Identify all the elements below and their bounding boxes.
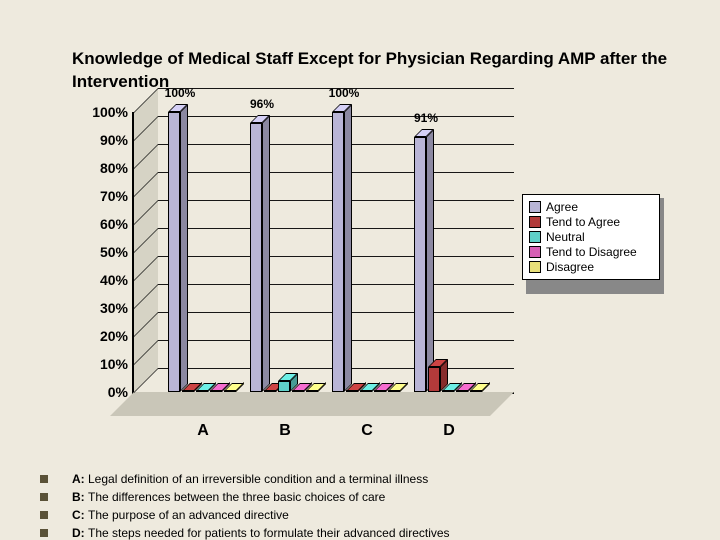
legend-swatch xyxy=(529,261,541,273)
y-tick: 60% xyxy=(100,216,128,232)
x-label: D xyxy=(443,422,455,440)
x-label: A xyxy=(197,422,209,440)
definition-text: The steps needed for patients to formula… xyxy=(88,526,450,540)
plot-area: 100%A96%B100%C91%D xyxy=(132,112,514,394)
value-label: 100% xyxy=(165,86,196,100)
y-tick: 20% xyxy=(100,328,128,344)
legend-label: Tend to Disagree xyxy=(546,245,637,259)
chart: 0% 10% 20% 30% 40% 50% 60% 70% 80% 90% 100% 100%A9… xyxy=(72,102,672,432)
y-tick: 70% xyxy=(100,188,128,204)
definition-key: A: xyxy=(72,472,88,486)
definition-key: D: xyxy=(72,526,88,540)
definition-text: Legal definition of an irreversible cond… xyxy=(88,472,428,486)
legend-label: Disagree xyxy=(546,260,594,274)
y-tick: 40% xyxy=(100,272,128,288)
bar-groups: 100%A96%B100%C91%D xyxy=(134,112,514,392)
legend-swatch xyxy=(529,246,541,258)
value-label: 100% xyxy=(329,86,360,100)
bullet-icon xyxy=(40,529,48,537)
legend-item: Disagree xyxy=(529,260,653,274)
legend-swatch xyxy=(529,216,541,228)
legend-item: Agree xyxy=(529,200,653,214)
value-label: 96% xyxy=(250,97,274,111)
y-tick: 100% xyxy=(92,104,128,120)
bullet-icon xyxy=(40,493,48,501)
y-tick: 80% xyxy=(100,160,128,176)
y-tick: 10% xyxy=(100,356,128,372)
legend-label: Neutral xyxy=(546,230,585,244)
bullet-icon xyxy=(40,511,48,519)
plot-floor xyxy=(110,392,514,416)
definition-row: A: Legal definition of an irreversible c… xyxy=(72,470,680,488)
legend-item: Neutral xyxy=(529,230,653,244)
legend-label: Tend to Agree xyxy=(546,215,620,229)
y-axis: 0%10%20%30%40%50%60%70%80%90%100% xyxy=(72,112,132,392)
y-tick: 0% xyxy=(108,384,128,400)
legend-item: Tend to Agree xyxy=(529,215,653,229)
definition-key: C: xyxy=(72,508,88,522)
definition-key: B: xyxy=(72,490,88,504)
bullet-icon xyxy=(40,475,48,483)
y-tick: 90% xyxy=(100,132,128,148)
legend-item: Tend to Disagree xyxy=(529,245,653,259)
definitions: A: Legal definition of an irreversible c… xyxy=(72,470,680,540)
definition-text: The purpose of an advanced directive xyxy=(88,508,289,522)
y-tick: 30% xyxy=(100,300,128,316)
value-label: 91% xyxy=(414,111,438,125)
definition-row: D: The steps needed for patients to form… xyxy=(72,524,680,540)
x-label: C xyxy=(361,422,373,440)
definition-text: The differences between the three basic … xyxy=(88,490,385,504)
legend-label: Agree xyxy=(546,200,578,214)
legend-swatch xyxy=(529,231,541,243)
legend: AgreeTend to AgreeNeutralTend to Disagre… xyxy=(522,194,660,280)
legend-swatch xyxy=(529,201,541,213)
x-label: B xyxy=(279,422,291,440)
definition-row: B: The differences between the three bas… xyxy=(72,488,680,506)
y-tick: 50% xyxy=(100,244,128,260)
definition-row: C: The purpose of an advanced directive xyxy=(72,506,680,524)
